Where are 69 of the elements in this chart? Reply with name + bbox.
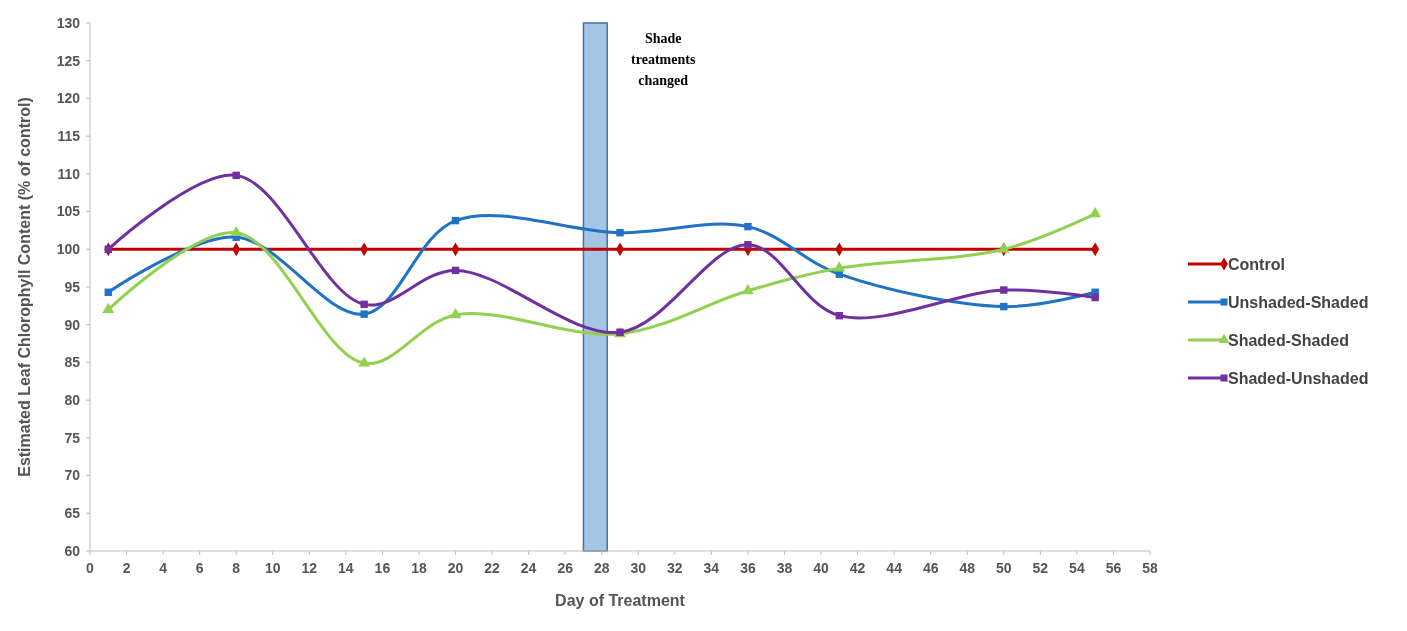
y-tick-label: 90: [64, 316, 81, 333]
x-tick-label: 16: [374, 560, 391, 576]
y-tick-label: 120: [56, 90, 81, 107]
y-tick-label: 75: [64, 429, 81, 446]
x-tick-label: 30: [630, 560, 647, 576]
point: [230, 225, 243, 237]
x-tick-label: 42: [849, 560, 866, 576]
y-tick-label: 70: [64, 467, 81, 484]
point: [360, 300, 368, 309]
x-tick-label: 36: [740, 560, 756, 576]
point: [360, 310, 368, 318]
point: [833, 261, 846, 272]
y-tick-label: 60: [64, 542, 81, 559]
legend-label: Control: [1228, 255, 1285, 273]
x-tick-label: 38: [776, 560, 793, 576]
x-axis-title: Day of Treatment: [555, 592, 686, 609]
point: [744, 241, 752, 249]
point: [232, 171, 240, 180]
x-tick-label: 26: [557, 560, 574, 576]
x-tick-label: 4: [159, 560, 168, 576]
x-tick-label: 28: [593, 560, 610, 576]
x-tick-label: 46: [922, 560, 939, 576]
y-tick-label: 85: [64, 354, 81, 371]
x-tick-label: 58: [1142, 560, 1158, 576]
band-label: Shade treatments changed: [631, 31, 696, 88]
y-tick-label: 105: [56, 203, 81, 220]
x-tick-label: 6: [195, 560, 204, 576]
point: [1089, 207, 1102, 218]
x-tick-label: 0: [86, 560, 95, 576]
y-tick-label: 100: [56, 241, 81, 258]
x-tick-label: 8: [232, 560, 241, 576]
x-tick-label: 14: [338, 560, 354, 576]
point: [1000, 302, 1008, 311]
point: [1091, 293, 1099, 302]
x-tick-label: 56: [1105, 560, 1122, 576]
x-tick-label: 34: [703, 560, 720, 576]
x-tick-label: 12: [301, 560, 318, 576]
point: [358, 356, 371, 367]
y-axis-title: Estimated Leaf Chlorophyll Content (% of control): [16, 97, 33, 477]
y-tick-label: 130: [56, 14, 81, 31]
y-tick-label: 115: [57, 128, 81, 145]
point: [449, 308, 462, 319]
point: [102, 302, 115, 314]
point: [616, 228, 624, 237]
legend-label: Unshaded-Shaded: [1228, 293, 1369, 311]
y-tick-label: 95: [64, 278, 81, 295]
point: [742, 283, 754, 295]
y-tick-label: 65: [64, 505, 81, 522]
x-tick-label: 44: [886, 560, 903, 576]
y-tick-label: 80: [64, 392, 81, 409]
y-tick-label: 125: [56, 52, 81, 69]
y-tick-label: 110: [57, 165, 81, 182]
x-tick-label: 50: [996, 560, 1012, 576]
x-tick-label: 22: [484, 560, 501, 576]
point: [997, 242, 1010, 253]
x-tick-label: 32: [667, 560, 683, 576]
x-tick-label: 20: [447, 560, 464, 576]
x-tick-label: 52: [1032, 560, 1049, 576]
x-tick-label: 24: [520, 560, 537, 576]
x-tick-label: 48: [959, 560, 976, 576]
point: [744, 222, 752, 231]
x-tick-label: 2: [122, 560, 131, 576]
point: [1000, 286, 1008, 294]
x-tick-label: 10: [264, 560, 281, 576]
legend-label: Shaded-Shaded: [1228, 331, 1349, 349]
x-tick-label: 40: [813, 560, 830, 576]
legend-label: Shaded-Unshaded: [1228, 369, 1369, 387]
x-tick-label: 54: [1069, 560, 1085, 576]
x-tick-label: 18: [411, 560, 427, 576]
